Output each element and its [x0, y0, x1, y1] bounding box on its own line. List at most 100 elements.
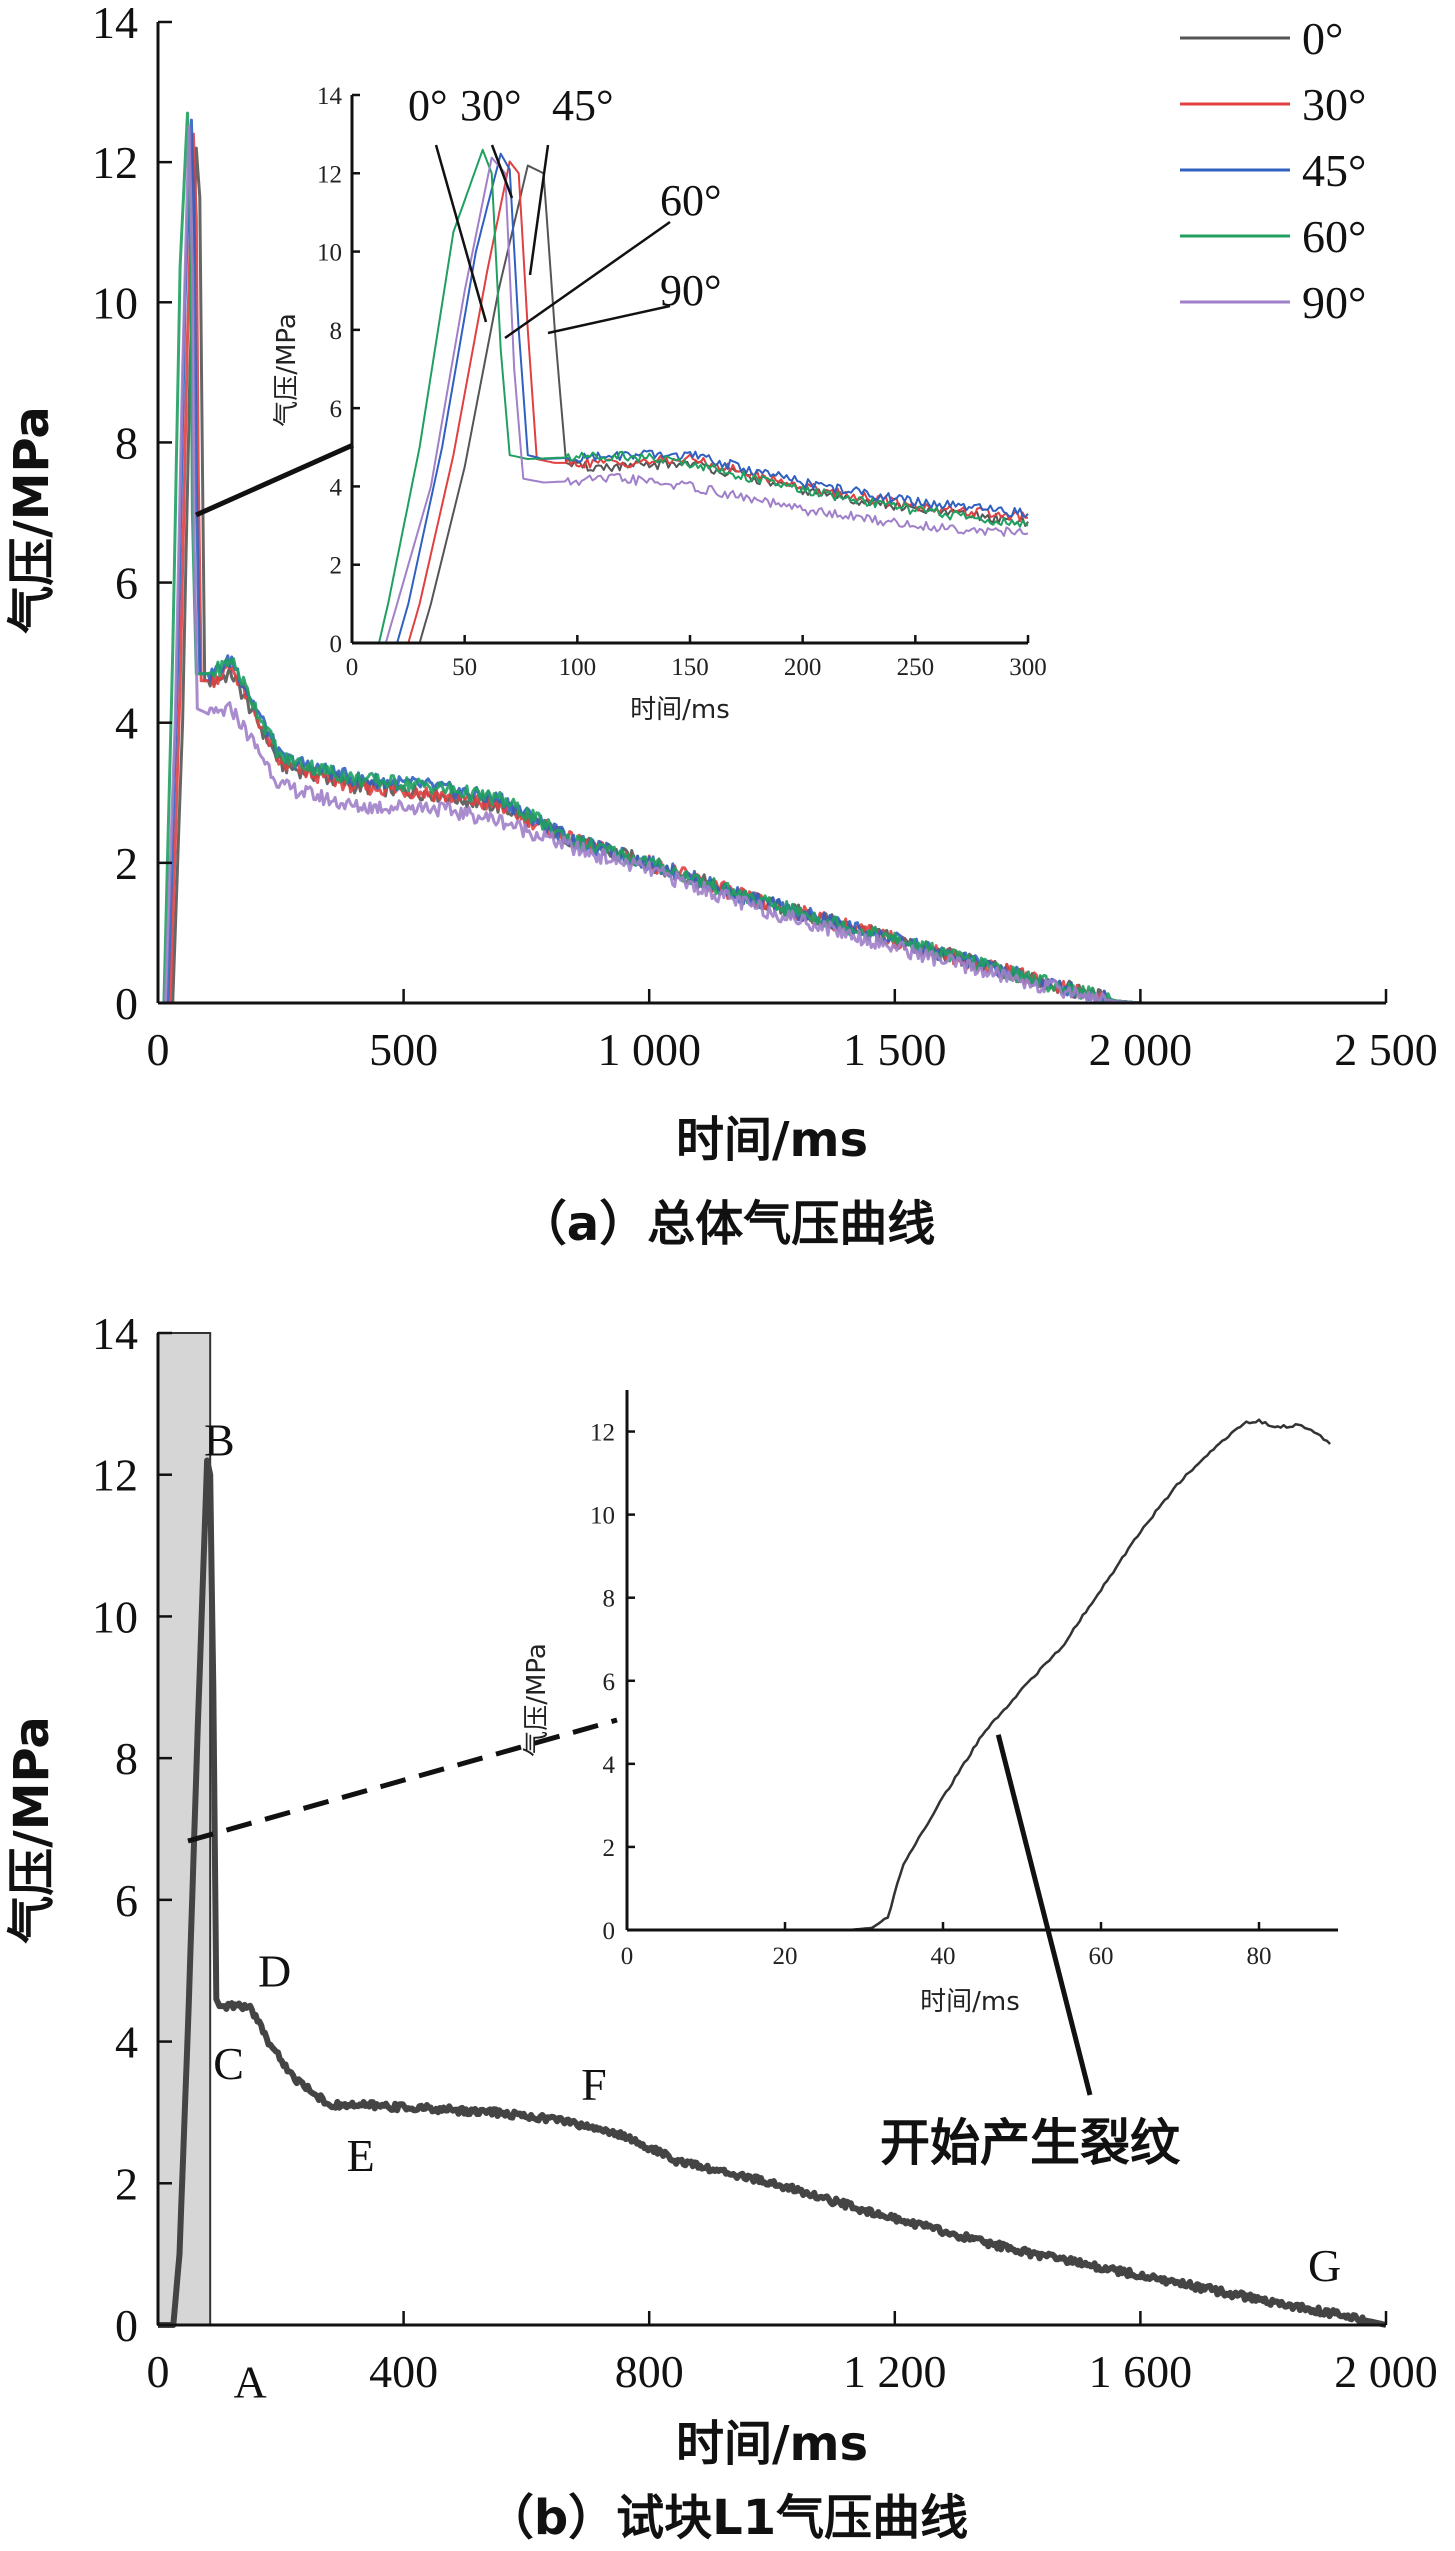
chart-a-inset-xtick-label: 150: [671, 654, 709, 681]
chart-b-ytick-label: 14: [92, 1308, 138, 1359]
chart-b-inset-ytick-label: 0: [603, 1918, 616, 1945]
legend-label-1: 30°: [1302, 79, 1366, 130]
chart-a-ytick-label: 12: [92, 137, 138, 188]
chart-a-ylabel: 气压/MPa: [4, 406, 60, 634]
inset-series-line-4: [352, 156, 1029, 644]
chart-a-xtick-label: 2 000: [1089, 1024, 1193, 1075]
chart-a-caption: （a）总体气压曲线: [519, 1196, 935, 1252]
inset-annotation-line-4: [547, 304, 671, 335]
chart-a-inset-xtick-label: 100: [559, 654, 597, 681]
chart-a-inset-xtick-label: 50: [452, 654, 477, 681]
chart-b-inset-ytick-label: 2: [603, 1835, 616, 1862]
chart-b-xtick-label: 0: [147, 2346, 170, 2397]
inset-annotation-0: 0°: [408, 81, 448, 130]
inset-annotation-line-1: [490, 144, 514, 199]
chart-b-xtick-label: 400: [369, 2346, 438, 2397]
point-label-C: C: [213, 2038, 244, 2089]
chart-b-ytick-label: 0: [115, 2300, 138, 2351]
chart-b-inset-xtick-label: 60: [1089, 1943, 1114, 1970]
legend-label-2: 45°: [1302, 145, 1366, 196]
chart-a-ytick-label: 0: [115, 978, 138, 1029]
point-label-F: F: [581, 2059, 607, 2110]
inset-annotation-3: 60°: [660, 176, 722, 225]
inset-annotation-line-2: [528, 144, 550, 276]
chart-a-inset-ylabel: 气压/MPa: [272, 313, 302, 427]
point-label-E: E: [347, 2130, 375, 2181]
chart-a-ytick-label: 2: [115, 838, 138, 889]
chart-a-xtick-label: 2 500: [1334, 1024, 1438, 1075]
legend-label-0: 0°: [1302, 13, 1343, 64]
chart-a-inset-xtick-label: 200: [784, 654, 822, 681]
chart-b-inset-xlabel: 时间/ms: [920, 1987, 1020, 2017]
chart-b-inset-connector: [187, 1717, 618, 1844]
chart-b-xtick-label: 1 600: [1089, 2346, 1193, 2397]
chart-b-xtick-label: 800: [615, 2346, 684, 2397]
chart-b-inset-xtick-label: 80: [1247, 1943, 1272, 1970]
chart-a-inset-xlabel: 时间/ms: [630, 695, 730, 725]
series-line-0: [156, 1457, 1388, 2328]
chart-b-inset-ytick-label: 12: [590, 1420, 615, 1447]
chart-b-ytick-label: 10: [92, 1591, 138, 1642]
chart-b-inset-xtick-label: 40: [931, 1943, 956, 1970]
point-label-B: B: [204, 1414, 235, 1465]
inset-series-line-0: [627, 1418, 1331, 1932]
chart-a-xtick-label: 1 000: [597, 1024, 701, 1075]
chart-b-xtick-label: 1 200: [843, 2346, 947, 2397]
chart-a-inset-ytick-label: 14: [317, 83, 343, 110]
inset-annotation-line-3: [504, 220, 671, 340]
chart-a-ytick-label: 8: [115, 417, 138, 468]
inset-background: [352, 95, 1028, 643]
chart-a-inset-xtick-label: 300: [1009, 654, 1047, 681]
point-label-G: G: [1308, 2240, 1341, 2291]
chart-a-ytick-label: 4: [115, 698, 138, 749]
chart-a-inset-ytick-label: 12: [317, 161, 342, 188]
inset-annotation-line-0: [434, 144, 488, 323]
point-label-D: D: [258, 1946, 291, 1997]
inset-series-line-3: [352, 148, 1029, 644]
chart-a-inset-ytick-label: 2: [330, 553, 343, 580]
point-label-A: A: [233, 2357, 266, 2408]
chart-a-inset: 0 50 100 150 200 250 300 0 2 4 6 8 10 12 14 时间/ms 气压/M…: [272, 81, 1047, 725]
chart-b-xtick-label: 2 000: [1334, 2346, 1438, 2397]
inset-series-line-1: [352, 160, 1029, 644]
chart-b-ylabel: 气压/MPa: [4, 1716, 60, 1944]
chart-a-legend: 0° 30° 45° 60° 90°: [1180, 13, 1366, 328]
inset-series-line-2: [352, 152, 1029, 644]
chart-b-inset-ytick-label: 8: [603, 1586, 616, 1613]
chart-b-inset-ytick-label: 4: [603, 1752, 616, 1779]
chart-b-xlabel: 时间/ms: [676, 2416, 868, 2472]
chart-b-inset-ytick-label: 6: [603, 1669, 616, 1696]
chart-b-inset-ytick-label: 10: [590, 1503, 615, 1530]
chart-a-inset-xtick-label: 250: [897, 654, 935, 681]
chart-a-xtick-label: 500: [369, 1024, 438, 1075]
chart-b-ytick-label: 8: [115, 1733, 138, 1784]
chart-a-inset-ytick-label: 6: [330, 396, 343, 423]
chart-a-inset-ytick-label: 10: [317, 240, 342, 267]
inset-annotation-2: 45°: [552, 81, 614, 130]
crack-annotation-line: [995, 1734, 1093, 2096]
chart-b-ytick-label: 6: [115, 1875, 138, 1926]
chart-a-ytick-label: 14: [92, 0, 138, 48]
series-line-4: [158, 125, 1141, 1005]
inset-annotation-4: 90°: [660, 266, 722, 315]
legend-label-4: 90°: [1302, 277, 1366, 328]
chart-a-inset-connector: [194, 442, 355, 518]
chart-a-inset-ytick-label: 8: [330, 318, 343, 345]
chart-a-inset-ytick-label: 0: [330, 631, 343, 658]
crack-annotation-text: 开始产生裂纹: [880, 2114, 1181, 2172]
legend-label-3: 60°: [1302, 211, 1366, 262]
chart-a-xlabel: 时间/ms: [676, 1112, 868, 1168]
chart-b-inset-xtick-label: 20: [773, 1943, 798, 1970]
chart-a-ytick-label: 10: [92, 277, 138, 328]
chart-b-inset-xtick-label: 0: [621, 1943, 634, 1970]
chart-a-xtick-label: 0: [147, 1024, 170, 1075]
chart-a-xtick-label: 1 500: [843, 1024, 947, 1075]
chart-b-ytick-label: 12: [92, 1450, 138, 1501]
inset-annotation-1: 30°: [460, 81, 522, 130]
chart-a-inset-xtick-label: 0: [346, 654, 359, 681]
chart-b-ytick-label: 2: [115, 2158, 138, 2209]
